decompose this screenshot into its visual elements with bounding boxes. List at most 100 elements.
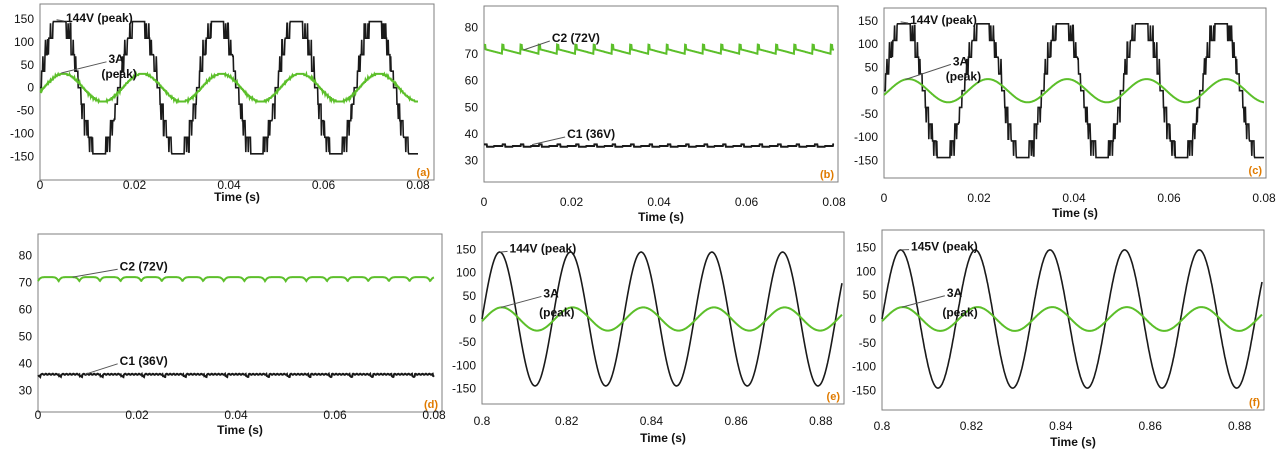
x-tick-label: 0 (481, 195, 488, 209)
y-tick-label: -150 (10, 150, 34, 164)
plot-frame (37, 233, 443, 413)
y-tick-label: 40 (19, 357, 33, 371)
chart-panel-e: 150 100 50 0 -50 -100 -150 0.8 0.82 0.84 0.86 0.88 T… (452, 231, 845, 445)
x-tick-label: 0.04 (647, 195, 671, 209)
annotation-arrow (900, 21, 909, 24)
y-tick-label: 100 (456, 266, 476, 280)
y-tick-label: 0 (27, 81, 34, 95)
y-tick-label: -150 (452, 382, 476, 396)
y-tick-label: 60 (465, 74, 479, 88)
x-tick-label: 0.08 (822, 195, 846, 209)
y-tick-label: 70 (465, 47, 479, 61)
panel-label: (a) (417, 167, 431, 179)
x-tick-label: 0 (35, 408, 42, 422)
annotation-arrow (72, 268, 118, 278)
y-tick-label: 150 (858, 14, 878, 28)
chart-panel-b: 80 70 60 50 40 30 0 0.02 0.04 0.06 0.08 Time (s) C2 … (465, 5, 846, 224)
plot-frame (481, 231, 845, 405)
x-tick-label: 0.8 (874, 419, 891, 433)
x-tick-label: 0.84 (640, 414, 664, 428)
series-current (881, 306, 1263, 332)
x-tick-label: 0 (881, 191, 888, 205)
annotation-label: C1 (36V) (120, 354, 168, 368)
y-tick-label: -100 (452, 358, 476, 372)
annotation-arrow (84, 363, 118, 375)
y-tick-label: 70 (19, 276, 33, 290)
y-tick-label: 150 (456, 242, 476, 256)
y-tick-label: -100 (852, 360, 876, 374)
x-tick-label: 0.06 (312, 178, 336, 192)
y-tick-label: 30 (19, 384, 33, 398)
annotation-label: 3A (953, 54, 969, 68)
y-tick-label: 100 (856, 264, 876, 278)
y-tick-label: -50 (459, 335, 477, 349)
y-tick-label: 40 (465, 127, 479, 141)
series-current (39, 70, 418, 105)
x-axis-label: Time (s) (638, 210, 684, 224)
x-tick-label: 0.82 (960, 419, 984, 433)
x-tick-label: 0.88 (809, 414, 833, 428)
x-tick-label: 0.08 (1252, 191, 1276, 205)
series-c1 (484, 143, 835, 148)
series-voltage (481, 251, 843, 387)
y-tick-label: 150 (856, 241, 876, 255)
y-tick-label: 80 (465, 20, 479, 34)
x-tick-label: 0.02 (967, 191, 991, 205)
y-tick-label: -50 (859, 336, 877, 350)
y-tick-label: 60 (19, 303, 33, 317)
annotation-arrow (523, 40, 550, 51)
series-c2 (37, 276, 435, 283)
x-tick-label: 0.02 (560, 195, 584, 209)
annotation-label: 144V (peak) (510, 241, 577, 255)
x-tick-label: 0.8 (474, 414, 491, 428)
annotation-label: 145V (peak) (911, 240, 978, 254)
chart-panel-f: 150 100 50 0 -50 -100 -150 0.8 0.82 0.84 0.86 0.88 T… (852, 229, 1265, 449)
x-tick-label: 0.08 (406, 178, 430, 192)
x-axis-label: Time (s) (217, 423, 263, 437)
annotation-label: (peak) (539, 305, 574, 319)
y-tick-label: 30 (465, 154, 479, 168)
annotation-arrow (61, 61, 107, 74)
annotation-label: (peak) (946, 70, 981, 84)
annotation-label: 144V (peak) (910, 13, 977, 27)
annotation-arrow (500, 295, 542, 308)
annotation-arrow (56, 19, 65, 22)
y-tick-label: 0 (869, 312, 876, 326)
panel-label: (f) (1249, 397, 1260, 409)
x-axis-label: Time (s) (640, 431, 686, 445)
annotation-arrow (901, 295, 945, 308)
x-tick-label: 0.86 (724, 414, 748, 428)
x-tick-label: 0.04 (1062, 191, 1086, 205)
y-tick-label: -50 (861, 107, 879, 121)
annotation-arrow (532, 136, 566, 146)
y-tick-label: 50 (19, 330, 33, 344)
panel-label: (d) (424, 399, 438, 411)
plot-frame (883, 7, 1267, 179)
x-tick-label: 0.06 (323, 408, 347, 422)
y-tick-label: 50 (865, 60, 879, 74)
x-tick-label: 0.04 (224, 408, 248, 422)
annotation-label: 3A (543, 286, 559, 300)
plot-frame (483, 5, 839, 183)
annotation-label: C2 (72V) (120, 259, 168, 273)
series-voltage (884, 23, 1264, 159)
x-tick-label: 0.02 (125, 408, 149, 422)
x-tick-label: 0 (37, 178, 44, 192)
y-tick-label: 0 (469, 312, 476, 326)
y-tick-label: -150 (852, 383, 876, 397)
x-tick-label: 0.06 (1157, 191, 1181, 205)
annotation-arrow (499, 250, 508, 253)
chart-panel-c: 150 100 50 0 -50 -100 -150 0 0.02 0.04 0.06 0.08 Tim… (854, 7, 1276, 220)
y-tick-label: 100 (14, 35, 34, 49)
y-tick-label: 50 (465, 100, 479, 114)
y-tick-label: -150 (854, 153, 878, 167)
annotation-label: (peak) (101, 67, 136, 81)
y-tick-label: -100 (854, 130, 878, 144)
annotation-label: C1 (36V) (567, 127, 615, 141)
x-tick-label: 0.04 (217, 178, 241, 192)
annotation-label: C2 (72V) (552, 31, 600, 45)
series-voltage (40, 20, 418, 155)
annotation-arrow (905, 63, 952, 80)
